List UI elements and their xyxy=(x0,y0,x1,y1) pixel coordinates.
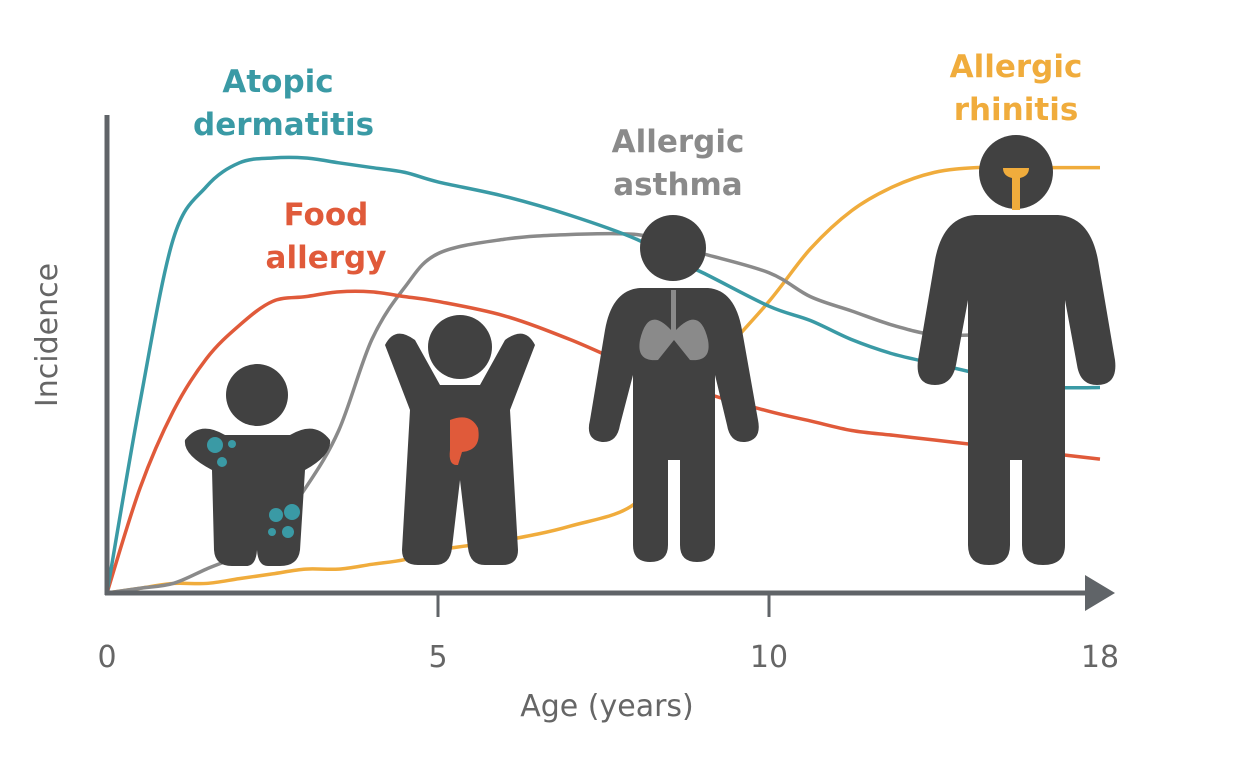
series-label: Food allergy xyxy=(265,197,387,276)
x-axis-label: Age (years) xyxy=(520,689,694,724)
series-label: Allergic rhinitis xyxy=(949,49,1083,128)
y-axis-label: Incidence xyxy=(30,263,65,407)
x-ticks: 0 5 10 18 xyxy=(97,593,1119,675)
child-figure xyxy=(588,215,759,562)
toddler-figure xyxy=(385,315,535,565)
series-label: Allergic asthma xyxy=(611,124,745,203)
x-tick-label: 0 xyxy=(97,640,116,675)
x-tick-label: 18 xyxy=(1081,640,1119,675)
adult-figure xyxy=(917,135,1116,565)
series-label: Atopic dermatitis xyxy=(193,64,375,143)
series-line xyxy=(105,289,1101,594)
series-line xyxy=(106,165,1100,595)
x-tick-label: 10 xyxy=(750,640,788,675)
baby-figure xyxy=(184,364,331,566)
x-axis-arrow xyxy=(1085,575,1115,611)
x-tick-label: 5 xyxy=(428,640,447,675)
